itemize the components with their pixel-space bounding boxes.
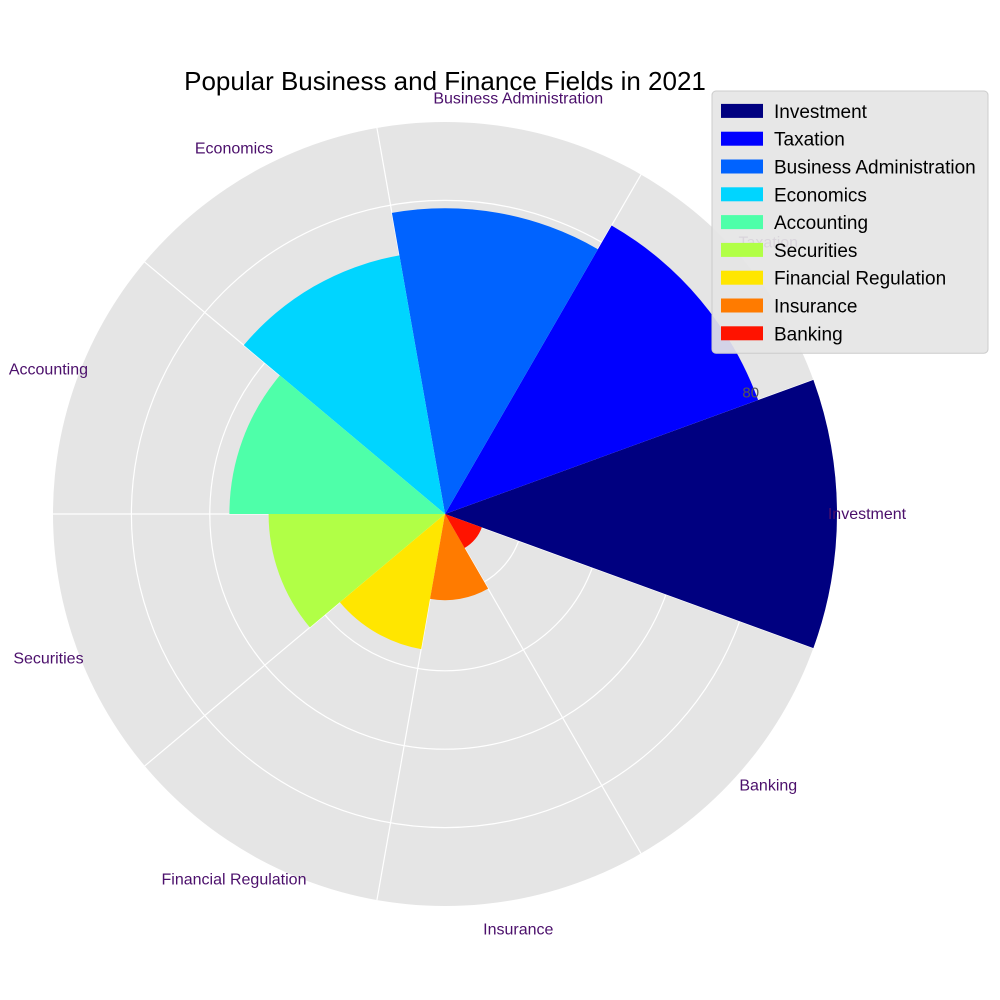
bar-business-administration bbox=[391, 208, 598, 514]
legend-swatch bbox=[721, 242, 763, 257]
bar-banking bbox=[445, 514, 482, 548]
legend-label: Economics bbox=[774, 185, 867, 206]
bar-financial-regulation bbox=[339, 514, 445, 650]
category-label: Accounting bbox=[9, 362, 88, 379]
legend-label: Accounting bbox=[774, 213, 868, 234]
category-label: Banking bbox=[739, 777, 797, 794]
legend-swatch bbox=[721, 159, 763, 174]
legend-swatch bbox=[721, 131, 763, 146]
bars bbox=[229, 208, 837, 650]
legend-label: Investment bbox=[774, 102, 868, 123]
bar-insurance bbox=[430, 514, 489, 601]
legend-swatch bbox=[721, 187, 763, 202]
category-label: Investment bbox=[828, 506, 907, 523]
radial-tick-label: 80 bbox=[742, 384, 759, 401]
legend-label: Banking bbox=[774, 324, 843, 345]
legend-swatch bbox=[721, 270, 763, 285]
bar-taxation bbox=[445, 225, 759, 514]
legend-swatch bbox=[721, 103, 763, 118]
legend: Investment Taxation Business Administratio… bbox=[711, 90, 989, 354]
category-label: Securities bbox=[13, 650, 83, 667]
legend-box bbox=[711, 90, 989, 354]
bar-accounting bbox=[229, 375, 445, 514]
legend-label: Business Administration bbox=[774, 158, 976, 179]
legend-swatch bbox=[721, 326, 763, 341]
legend-label: Taxation bbox=[774, 130, 845, 151]
bar-investment bbox=[445, 379, 837, 649]
category-label: Economics bbox=[195, 141, 273, 158]
legend-label: Financial Regulation bbox=[774, 269, 946, 290]
bar-securities bbox=[268, 514, 445, 628]
legend-label: Securities bbox=[774, 241, 857, 262]
bar-economics bbox=[243, 255, 445, 514]
legend-label: Insurance bbox=[774, 297, 857, 318]
category-label: Business Administration bbox=[433, 90, 603, 107]
chart-title: Popular Business and Finance Fields in 2… bbox=[184, 66, 706, 96]
category-label: Insurance bbox=[483, 922, 553, 939]
legend-swatch bbox=[721, 298, 763, 313]
category-label: Financial Regulation bbox=[162, 871, 307, 888]
radial-tick-labels: 80 bbox=[742, 384, 759, 401]
legend-swatch bbox=[721, 215, 763, 230]
